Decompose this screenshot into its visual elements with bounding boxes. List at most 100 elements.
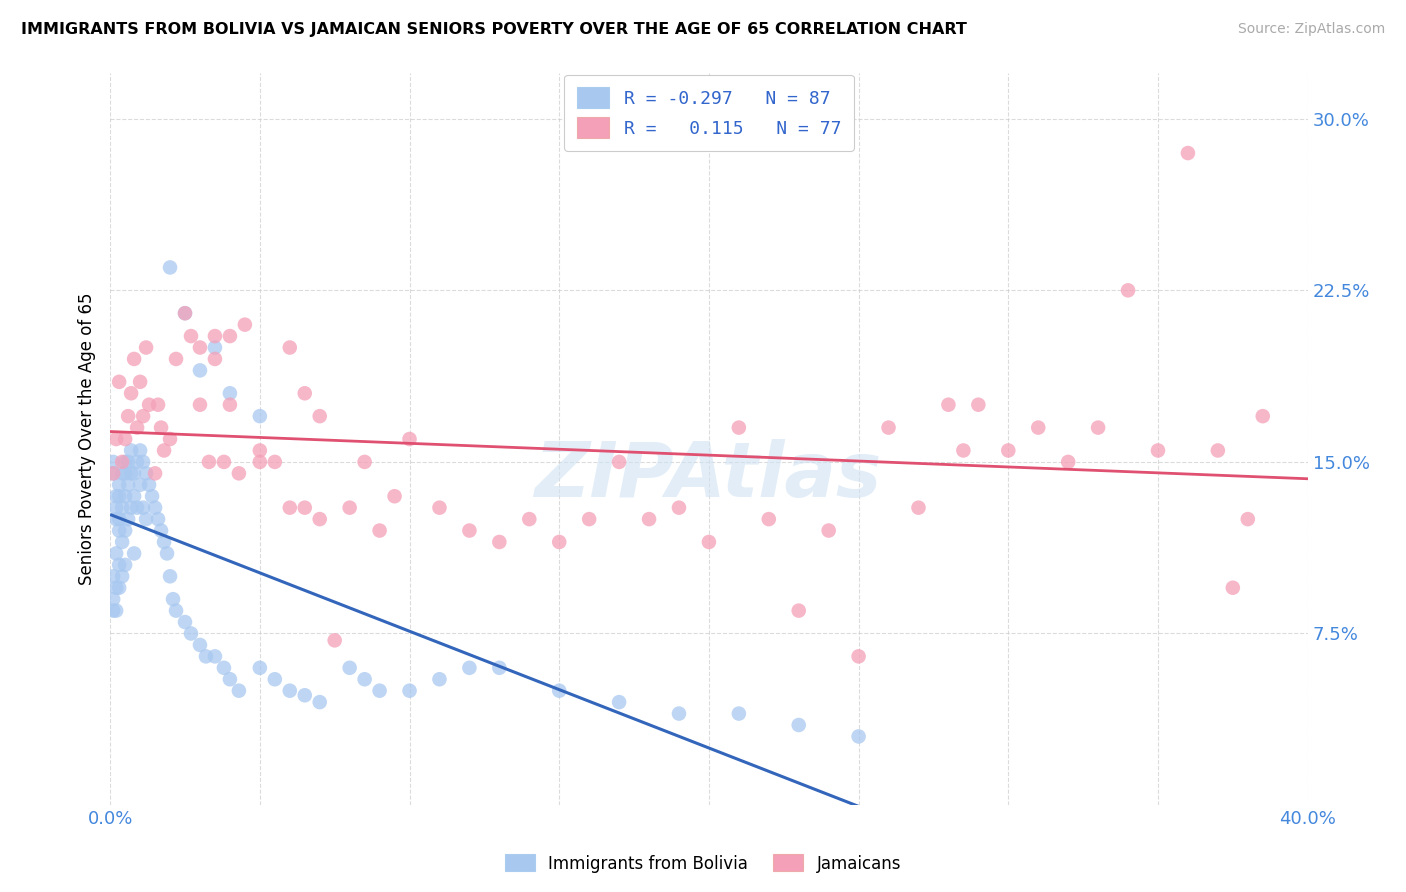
Point xyxy=(127,500,149,515)
Point xyxy=(188,363,211,377)
Point xyxy=(607,455,630,469)
Point xyxy=(143,467,166,481)
Point xyxy=(101,569,124,583)
Point xyxy=(122,467,145,481)
Point xyxy=(668,706,690,721)
Point xyxy=(1116,283,1139,297)
Point xyxy=(117,409,139,424)
Point xyxy=(120,467,142,481)
Point xyxy=(156,546,179,560)
Point xyxy=(188,398,211,412)
Point xyxy=(728,706,751,721)
Point xyxy=(368,683,391,698)
Point xyxy=(198,455,221,469)
Point xyxy=(105,489,128,503)
Point xyxy=(429,672,451,686)
Point xyxy=(758,512,780,526)
Point xyxy=(578,512,600,526)
Point xyxy=(159,569,181,583)
Point xyxy=(204,649,226,664)
Point xyxy=(105,432,128,446)
Point xyxy=(308,695,330,709)
Point xyxy=(219,386,242,401)
Text: Source: ZipAtlas.com: Source: ZipAtlas.com xyxy=(1237,22,1385,37)
Point xyxy=(697,535,720,549)
Point xyxy=(228,683,250,698)
Y-axis label: Seniors Poverty Over the Age of 65: Seniors Poverty Over the Age of 65 xyxy=(79,293,96,585)
Point xyxy=(150,524,173,538)
Point xyxy=(787,718,810,732)
Point xyxy=(787,604,810,618)
Point xyxy=(263,672,285,686)
Point xyxy=(111,455,134,469)
Point xyxy=(114,489,136,503)
Point xyxy=(117,477,139,491)
Point xyxy=(228,467,250,481)
Point xyxy=(135,512,157,526)
Point xyxy=(114,524,136,538)
Point xyxy=(117,512,139,526)
Point xyxy=(101,467,124,481)
Point xyxy=(294,386,316,401)
Point xyxy=(219,398,242,412)
Point xyxy=(153,535,176,549)
Point xyxy=(180,626,202,640)
Point xyxy=(398,432,420,446)
Point xyxy=(233,318,256,332)
Point xyxy=(517,512,540,526)
Point xyxy=(101,455,124,469)
Point xyxy=(122,546,145,560)
Point xyxy=(117,455,139,469)
Point xyxy=(1087,420,1109,434)
Point xyxy=(146,398,169,412)
Point xyxy=(105,581,128,595)
Point xyxy=(1236,512,1258,526)
Point xyxy=(111,569,134,583)
Point xyxy=(108,581,131,595)
Point xyxy=(188,638,211,652)
Point xyxy=(204,329,226,343)
Point xyxy=(120,500,142,515)
Point xyxy=(135,341,157,355)
Point xyxy=(339,661,361,675)
Point xyxy=(877,420,900,434)
Point xyxy=(1147,443,1170,458)
Point xyxy=(108,375,131,389)
Point xyxy=(1057,455,1080,469)
Point xyxy=(997,443,1019,458)
Point xyxy=(159,432,181,446)
Point xyxy=(188,341,211,355)
Point xyxy=(458,524,481,538)
Point xyxy=(1026,420,1049,434)
Point xyxy=(108,489,131,503)
Point xyxy=(194,649,217,664)
Point xyxy=(294,500,316,515)
Point xyxy=(153,443,176,458)
Point xyxy=(141,489,163,503)
Text: ZIPAtlas: ZIPAtlas xyxy=(536,439,883,513)
Point xyxy=(129,477,152,491)
Legend: R = -0.297   N = 87, R =   0.115   N = 77: R = -0.297 N = 87, R = 0.115 N = 77 xyxy=(564,75,853,151)
Point xyxy=(162,592,184,607)
Point xyxy=(353,455,375,469)
Point xyxy=(129,375,152,389)
Point xyxy=(122,351,145,366)
Point xyxy=(101,467,124,481)
Point xyxy=(488,661,510,675)
Point xyxy=(165,351,187,366)
Point xyxy=(488,535,510,549)
Point xyxy=(1177,146,1199,161)
Point xyxy=(219,672,242,686)
Point xyxy=(458,661,481,675)
Point xyxy=(174,615,197,629)
Point xyxy=(353,672,375,686)
Point xyxy=(548,683,571,698)
Point xyxy=(132,455,155,469)
Point xyxy=(1206,443,1229,458)
Point xyxy=(339,500,361,515)
Point xyxy=(212,455,235,469)
Point xyxy=(101,592,124,607)
Point xyxy=(138,398,160,412)
Point xyxy=(212,661,235,675)
Point xyxy=(108,512,131,526)
